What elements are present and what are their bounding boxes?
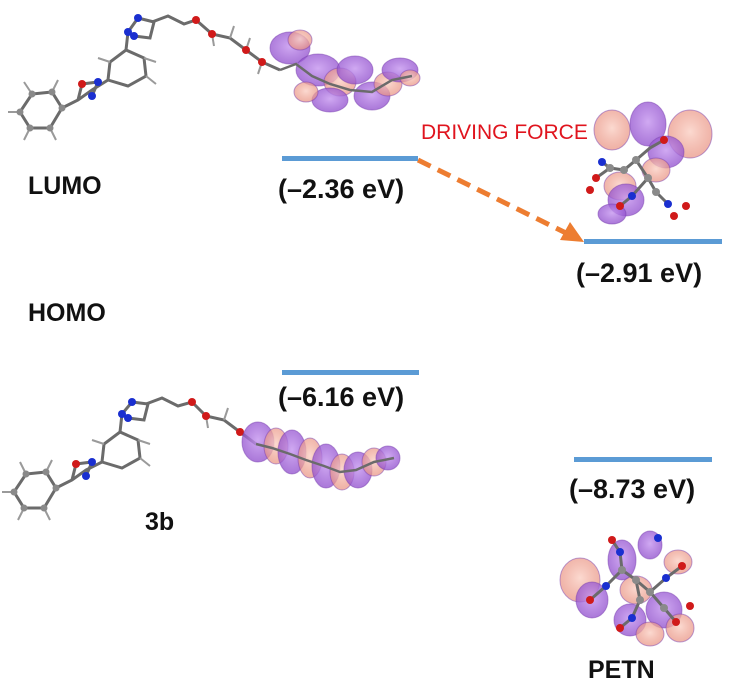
lumo-3b-energy: (–2.36 eV) (278, 174, 405, 204)
driving-force-arrow (416, 157, 584, 242)
molecule-3b-label: 3b (145, 508, 175, 536)
molecule-petn-lumo-atoms (586, 136, 690, 220)
homo-petn-energy: (–8.73 eV) (569, 474, 696, 504)
lumo-label: LUMO (28, 172, 102, 200)
molecule-3b-lumo-structure (18, 14, 281, 130)
driving-force-label: DRIVING FORCE (421, 121, 588, 144)
molecule-petn-label: PETN (588, 656, 655, 684)
molecule-petn-homo-orbital-lobes (559, 530, 695, 647)
molecule-3b-homo-tail (255, 442, 395, 474)
lumo-petn-energy: (–2.91 eV) (576, 258, 703, 288)
molecule-3b-lumo-atoms (16, 14, 266, 132)
molecule-petn-lumo-orbital-lobes (593, 101, 713, 225)
molecule-petn-homo-atoms (586, 534, 694, 632)
molecule-3b-lumo-orbital-lobes (269, 29, 421, 113)
homo-petn-level-line (574, 457, 712, 462)
lumo-3b-level-line (282, 156, 418, 161)
arrowhead-icon (560, 222, 584, 242)
molecule-3b-lumo-tail (279, 62, 413, 94)
molecule-3b-homo-orbital-lobes (241, 421, 401, 491)
homo-3b-energy: (–6.16 eV) (278, 382, 405, 412)
molecule-3b-homo-hydrogens (2, 407, 229, 521)
molecule-3b-homo-structure (12, 396, 257, 510)
molecule-3b-homo-atoms (10, 398, 244, 512)
homo-label: HOMO (28, 299, 106, 327)
homo-3b-level-line (282, 370, 419, 375)
lumo-petn-level-line (584, 239, 722, 244)
